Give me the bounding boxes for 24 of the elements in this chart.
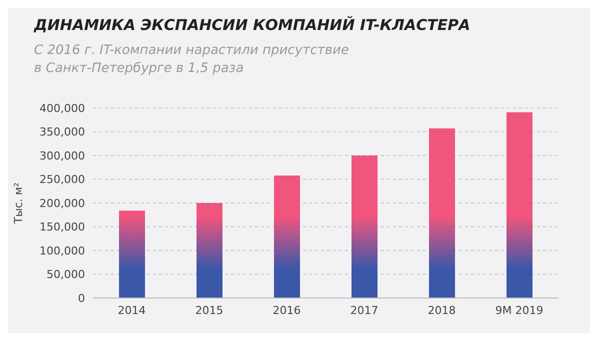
x-tick-label: 9M 2019 (495, 304, 544, 317)
bar (119, 210, 145, 298)
y-tick-label: 250,000 (40, 173, 85, 186)
x-tick-label: 2015 (195, 304, 224, 317)
bar (352, 156, 378, 298)
y-axis-title: Тыс. м² (12, 182, 25, 225)
x-tick-label: 2017 (350, 304, 378, 317)
y-tick-label: 400,000 (40, 102, 85, 115)
y-tick-label: 50,000 (46, 268, 85, 282)
y-tick-label: 300,000 (40, 149, 85, 162)
chart-title: ДИНАМИКА ЭКСПАНСИИ КОМПАНИЙ IT-КЛАСТЕРА (34, 16, 470, 34)
y-tick-label: 200,000 (40, 196, 85, 210)
y-tick-label: 150,000 (40, 220, 85, 234)
bar (506, 112, 532, 298)
x-tick-label: 2018 (428, 304, 456, 317)
y-tick-label: 0 (78, 292, 85, 305)
bar (429, 128, 455, 298)
y-tick-label: 350,000 (40, 126, 85, 139)
bar (274, 175, 300, 298)
bar (196, 203, 222, 298)
chart-subtitle: С 2016 г. IT-компании нарастили присутствие в Санкт-Петербурге в 1,5 раза (34, 42, 350, 78)
x-tick-label: 2016 (272, 304, 301, 317)
x-tick-label: 2014 (118, 304, 146, 317)
y-tick-label: 100,000 (40, 244, 85, 258)
